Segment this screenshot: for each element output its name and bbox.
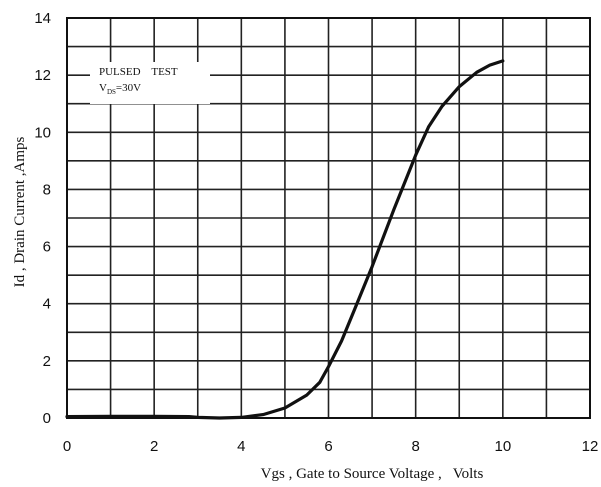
x-tick-labels: 0 2 4 6 8 10 12	[63, 438, 599, 455]
annotation-value: =30V	[116, 82, 141, 94]
x-tick-label: 6	[324, 438, 332, 455]
y-tick-label: 8	[43, 181, 51, 198]
x-tick-label: 12	[582, 438, 599, 455]
plot-frame	[66, 17, 591, 419]
y-axis-label: Id , Drain Current ,Amps	[12, 136, 28, 287]
y-tick-label: 4	[43, 296, 51, 313]
x-tick-label: 4	[237, 438, 245, 455]
series	[65, 59, 505, 420]
annotation-v: V	[99, 82, 107, 94]
y-tick-label: 12	[34, 67, 51, 84]
annotation-box: PULSED TEST VDS=30V	[90, 62, 210, 104]
annotation-subscript: DS	[107, 88, 116, 96]
series-line	[65, 59, 505, 420]
y-tick-label: 0	[43, 410, 51, 427]
x-axis-label: Vgs , Gate to Source Voltage , Volts	[261, 466, 484, 482]
y-tick-label: 6	[43, 239, 51, 256]
annotation-line-1: PULSED TEST	[99, 66, 178, 78]
x-tick-label: 0	[63, 438, 71, 455]
y-tick-label: 2	[43, 353, 51, 370]
y-tick-label: 14	[34, 10, 51, 27]
axes	[66, 17, 591, 419]
y-tick-labels: 0 2 4 6 8 10 12 14	[34, 10, 51, 427]
y-tick-label: 10	[34, 124, 51, 141]
x-tick-label: 8	[411, 438, 419, 455]
x-tick-label: 10	[494, 438, 511, 455]
x-tick-label: 2	[150, 438, 158, 455]
annotation-background	[90, 62, 210, 104]
annotation-line-2: VDS=30V	[99, 82, 141, 96]
